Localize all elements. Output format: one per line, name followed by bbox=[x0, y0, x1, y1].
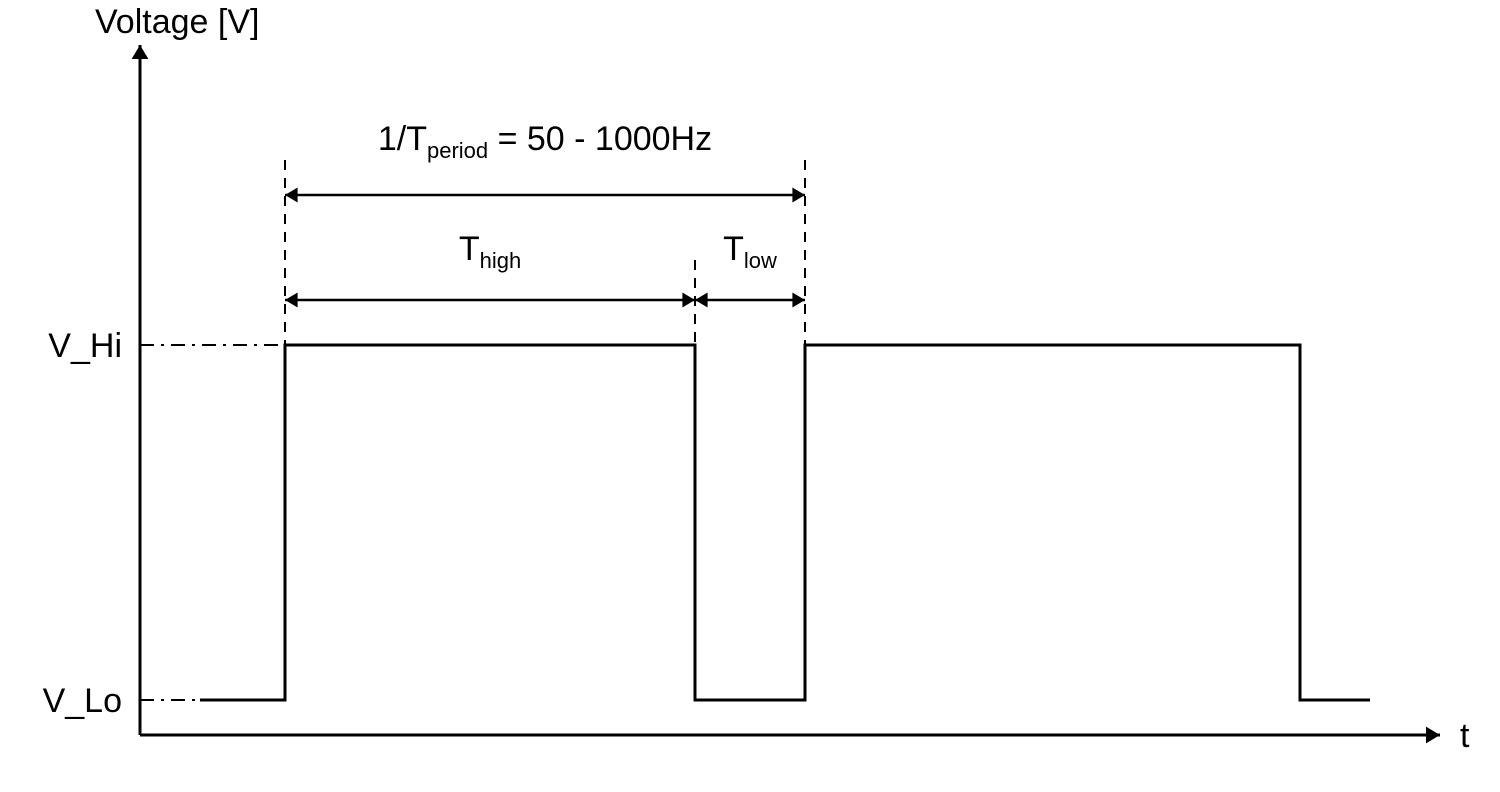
y-axis-label: Voltage [V] bbox=[95, 3, 259, 41]
v-hi-label: V_Hi bbox=[48, 327, 122, 365]
t-high-label: Thigh bbox=[459, 230, 521, 273]
t-low-label: Tlow bbox=[723, 230, 777, 273]
v-lo-label: V_Lo bbox=[43, 682, 122, 720]
period-label: 1/Tperiod = 50 - 1000Hz bbox=[378, 120, 712, 163]
x-axis-label: t bbox=[1460, 717, 1470, 755]
pwm-waveform bbox=[200, 345, 1370, 700]
